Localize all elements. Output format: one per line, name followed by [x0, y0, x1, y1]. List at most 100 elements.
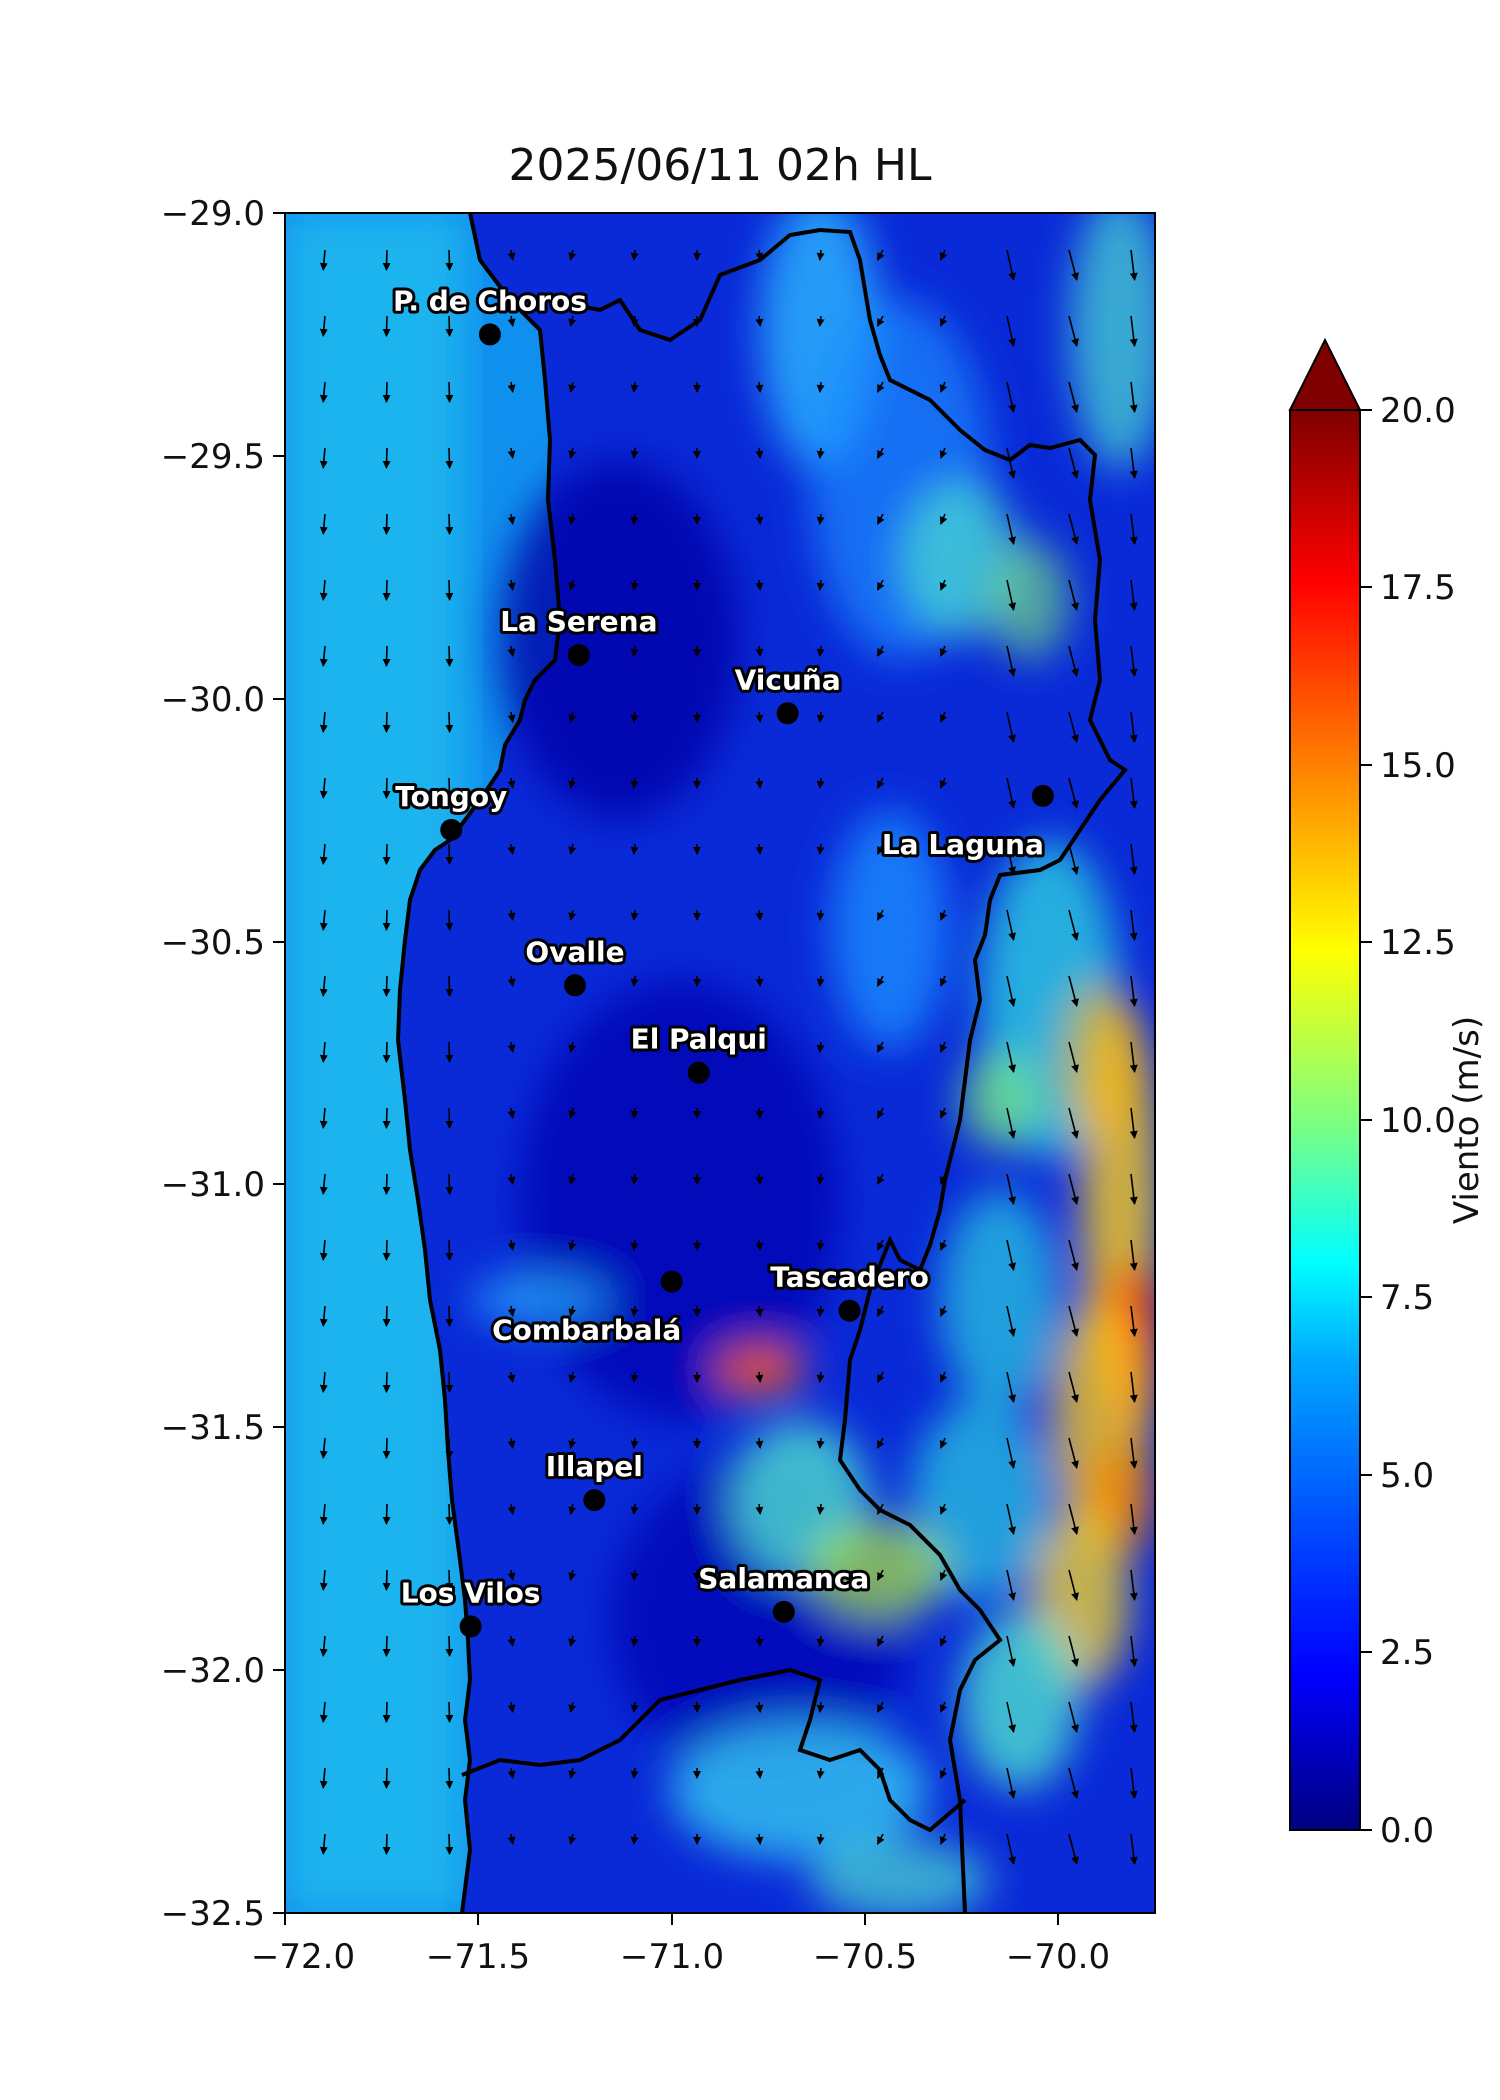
- wind-arrow: [816, 1173, 825, 1185]
- colorbar-tick: 10.0: [1360, 1101, 1456, 1141]
- wind-arrow: [568, 447, 577, 459]
- wind-arrow: [876, 1305, 885, 1317]
- wind-arrow: [1006, 1635, 1017, 1667]
- wind-arrow: [630, 1305, 639, 1317]
- wind-arrow: [939, 1041, 948, 1053]
- city-marker: [567, 644, 590, 666]
- wind-arrow: [1006, 1305, 1017, 1337]
- colorbar-tick: 5.0: [1360, 1456, 1434, 1496]
- wind-arrow: [445, 447, 454, 469]
- svg-text:17.5: 17.5: [1380, 568, 1456, 608]
- wind-arrow: [445, 1503, 454, 1525]
- wind-arrow: [876, 1503, 885, 1515]
- wind-arrow: [445, 843, 454, 865]
- y-tick: −32.5: [161, 1894, 285, 1934]
- svg-text:2.5: 2.5: [1380, 1633, 1434, 1673]
- wind-arrow: [755, 513, 764, 525]
- wind-arrow: [1129, 1371, 1138, 1403]
- wind-arrow: [382, 711, 391, 733]
- wind-arrow: [755, 381, 764, 393]
- y-tick: −29.0: [161, 194, 285, 234]
- wind-arrow: [1129, 1107, 1138, 1139]
- wind-arrow: [568, 1833, 577, 1845]
- wind-arrow: [755, 909, 764, 921]
- wind-arrow: [507, 645, 516, 657]
- wind-arrow: [319, 1569, 328, 1591]
- svg-text:7.5: 7.5: [1380, 1278, 1434, 1318]
- wind-arrow: [939, 249, 948, 261]
- wind-arrow: [1006, 249, 1017, 281]
- wind-arrow: [507, 1833, 516, 1845]
- city-marker: [776, 702, 799, 725]
- wind-arrow: [507, 1569, 516, 1581]
- wind-arrow: [382, 1767, 391, 1789]
- wind-arrow: [876, 1239, 885, 1251]
- wind-arrow: [382, 579, 391, 601]
- wind-arrow: [755, 1371, 764, 1383]
- city-label: El Palqui: [631, 1023, 767, 1056]
- wind-arrow: [755, 249, 764, 261]
- wind-arrow: [876, 645, 885, 657]
- city-label: La Serena: [500, 605, 657, 638]
- wind-arrow: [319, 447, 328, 469]
- wind-arrow: [1129, 777, 1138, 809]
- wind-arrow: [1006, 381, 1017, 413]
- wind-arrow: [1068, 1503, 1079, 1535]
- wind-arrow: [1006, 1107, 1017, 1139]
- wind-arrow: [507, 975, 516, 987]
- wind-arrow: [816, 447, 825, 459]
- wind-arrow: [445, 909, 454, 931]
- wind-arrow: [568, 1767, 577, 1779]
- wind-arrow: [568, 249, 577, 261]
- wind-arrow: [445, 1701, 454, 1723]
- wind-arrow: [630, 1833, 639, 1845]
- wind-arrow: [630, 711, 639, 723]
- svg-text:−72.0: −72.0: [251, 1937, 355, 1977]
- wind-arrow: [507, 513, 516, 525]
- wind-arrow: [445, 777, 454, 799]
- wind-arrow: [630, 1635, 639, 1647]
- wind-arrow: [382, 1635, 391, 1657]
- x-tick: −72.0: [251, 1913, 355, 1977]
- wind-arrow: [507, 843, 516, 855]
- wind-arrow: [319, 513, 328, 535]
- wind-arrow: [816, 381, 825, 393]
- wind-arrow: [1068, 381, 1079, 413]
- wind-arrow: [382, 1701, 391, 1723]
- wind-arrow: [876, 777, 885, 789]
- wind-arrow: [939, 777, 948, 789]
- wind-arrow: [507, 1503, 516, 1515]
- wind-arrow: [1006, 513, 1017, 545]
- wind-arrow: [876, 975, 885, 987]
- wind-arrow: [1068, 1305, 1079, 1337]
- wind-arrow: [568, 315, 577, 327]
- wind-arrow: [568, 1305, 577, 1317]
- city-marker: [687, 1061, 710, 1084]
- wind-arrow: [630, 1239, 639, 1251]
- wind-arrow: [939, 1305, 948, 1317]
- colorbar-tick: 17.5: [1360, 568, 1456, 608]
- wind-arrow: [568, 579, 577, 591]
- wind-arrow: [568, 513, 577, 525]
- wind-arrow: [319, 1503, 328, 1525]
- wind-arrow: [755, 447, 764, 459]
- city-marker: [440, 818, 463, 841]
- wind-arrow: [1006, 1437, 1017, 1469]
- wind-arrow: [568, 1437, 577, 1449]
- wind-arrow: [1068, 1569, 1079, 1601]
- wind-arrow: [1006, 975, 1017, 1007]
- colorbar-label: Viento (m/s): [1447, 1016, 1487, 1224]
- wind-arrow: [568, 711, 577, 723]
- city-label: Tongoy: [395, 780, 507, 813]
- wind-arrow: [1068, 1833, 1079, 1865]
- city-marker: [772, 1600, 795, 1623]
- wind-arrow: [507, 777, 516, 789]
- wind-arrow: [755, 1701, 764, 1713]
- svg-text:−32.5: −32.5: [161, 1894, 265, 1934]
- wind-arrow: [1006, 1833, 1017, 1865]
- coastline: [395, 213, 563, 1913]
- wind-arrow: [876, 1173, 885, 1185]
- wind-arrow: [876, 843, 885, 855]
- wind-arrow: [568, 777, 577, 789]
